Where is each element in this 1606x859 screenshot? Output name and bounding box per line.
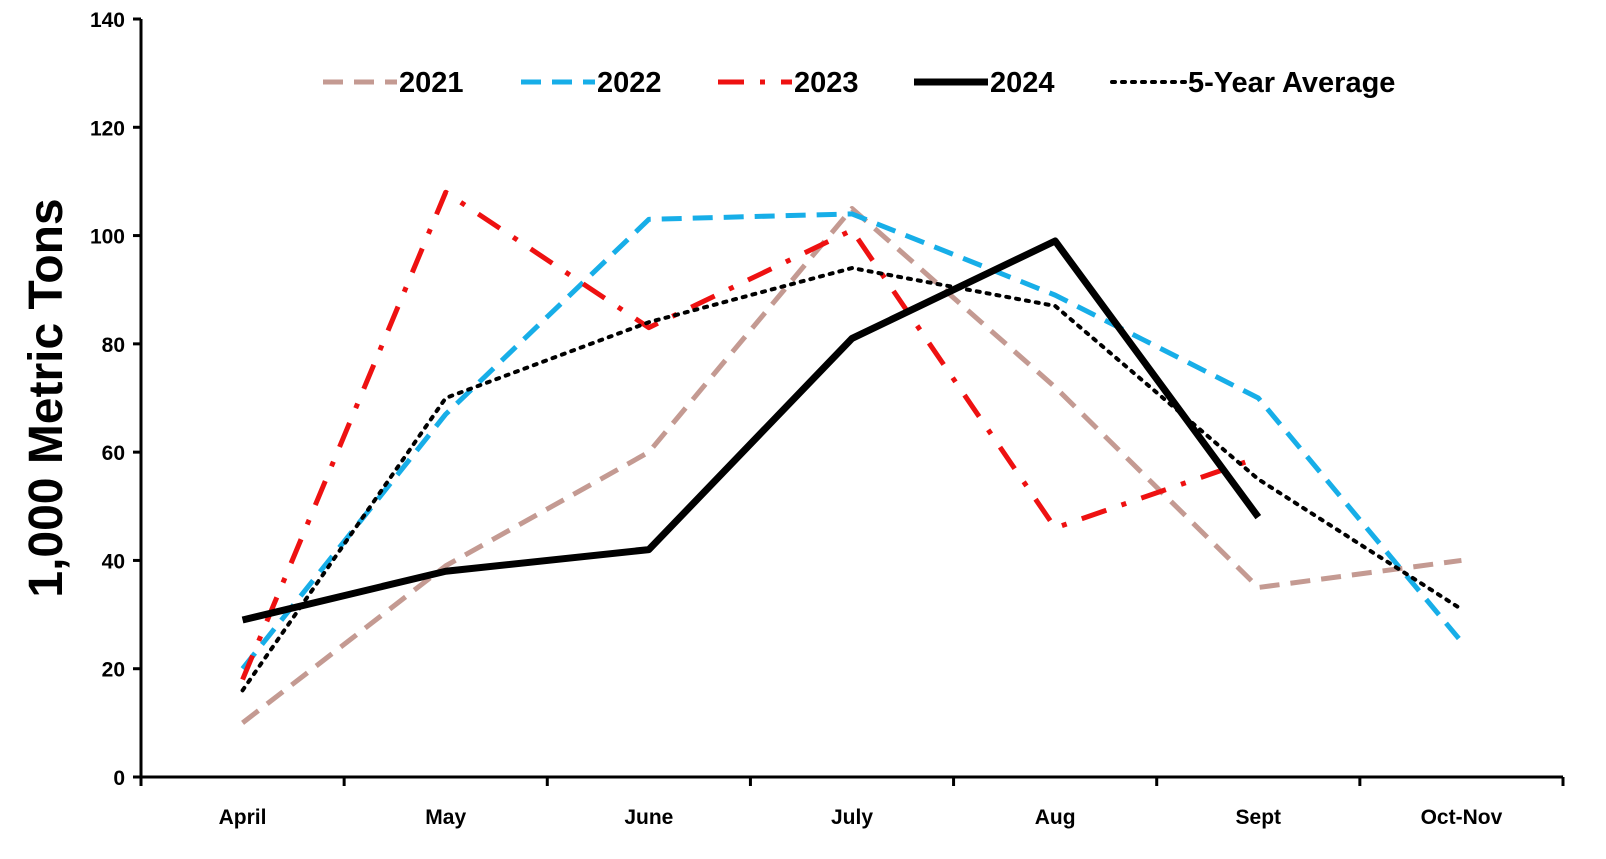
series-line-2022 [240, 211, 1464, 671]
y-tick-label: 40 [102, 550, 125, 573]
y-tick-label: 100 [90, 226, 125, 249]
y-tick-label: 80 [102, 334, 125, 357]
y-tick-labels: 0 20 40 60 80 100 120 140 [90, 9, 141, 790]
y-tick-label: 60 [102, 442, 125, 465]
series-line-2023 [240, 189, 1260, 681]
legend-label-2023: 2023 [794, 67, 859, 99]
legend: 2021 2022 2023 2024 5-Year Average [323, 67, 1395, 99]
y-tick-label: 20 [102, 659, 125, 682]
legend-label-5-year-average: 5-Year Average [1188, 67, 1395, 99]
x-tick-label: Sept [1236, 806, 1282, 829]
x-tick-label: July [831, 806, 873, 829]
x-tick-label: Aug [1035, 806, 1076, 829]
axes [139, 19, 1563, 779]
series-line-2021 [241, 206, 1462, 725]
series-line-2024 [241, 237, 1262, 624]
x-tick-label: April [219, 806, 267, 829]
x-tick-label: Oct-Nov [1421, 806, 1503, 829]
y-tick-label: 0 [113, 767, 125, 790]
series-line-5-year-average [240, 266, 1464, 693]
legend-label-2021: 2021 [399, 67, 464, 99]
x-tick-label: June [624, 806, 673, 829]
legend-label-2024: 2024 [990, 67, 1055, 99]
x-tick-labels: April May June July Aug Sept Oct-Nov [139, 777, 1565, 829]
series-lines [240, 189, 1464, 725]
y-tick-label: 140 [90, 9, 125, 32]
legend-label-2022: 2022 [597, 67, 662, 99]
x-tick-label: May [425, 806, 466, 829]
y-tick-label: 120 [90, 117, 125, 140]
y-axis-label: 1,000 Metric Tons [20, 198, 73, 597]
